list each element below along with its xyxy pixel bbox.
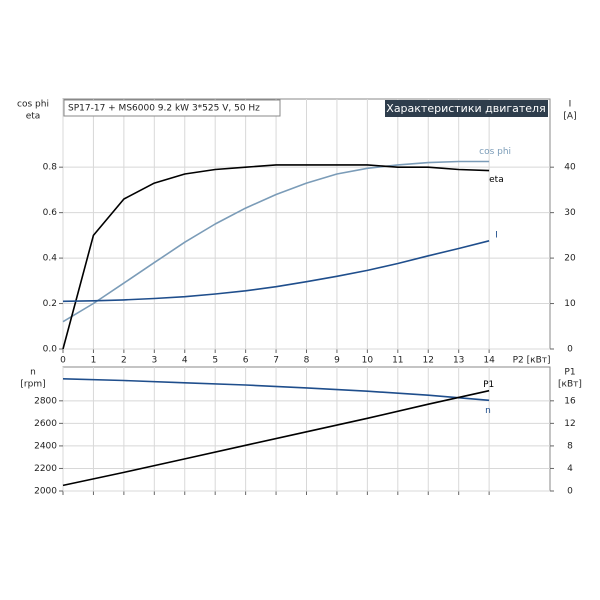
series-line (62, 240, 490, 303)
y-tick-label: 0.0 (43, 345, 58, 355)
x-tick-label: 5 (212, 356, 218, 366)
y2-axis-label: [кВт] (558, 380, 582, 390)
series-label: n (485, 406, 491, 416)
series-label: cos phi (479, 147, 511, 157)
y-axis-label: n (30, 368, 36, 378)
y2-tick-label: 10 (564, 299, 576, 309)
y-axis-label: [rpm] (20, 380, 45, 390)
y-tick-label: 2400 (34, 441, 57, 451)
y2-tick-label: 0 (567, 345, 573, 355)
x-tick-label: 6 (243, 356, 249, 366)
y2-tick-label: 0 (567, 487, 573, 497)
y2-axis-label: [A] (563, 112, 576, 122)
series-line (62, 378, 490, 402)
y2-tick-label: 4 (567, 464, 573, 474)
y-tick-label: 2000 (34, 487, 57, 497)
y-tick-label: 0.4 (43, 254, 58, 264)
y2-tick-label: 40 (564, 163, 576, 173)
y2-axis-label: I (569, 100, 572, 110)
x-axis-label: P2 [кВт] (513, 356, 551, 366)
x-tick-label: 0 (60, 356, 66, 366)
series-line (62, 160, 490, 323)
y2-axis-label: P1 (564, 368, 575, 378)
y-tick-label: 0.8 (43, 163, 58, 173)
y-tick-label: 0.2 (43, 299, 57, 309)
y2-tick-label: 20 (564, 254, 576, 264)
x-tick-label: 12 (423, 356, 434, 366)
x-tick-label: 8 (304, 356, 310, 366)
x-tick-label: 3 (151, 356, 157, 366)
x-tick-label: 7 (273, 356, 279, 366)
x-tick-label: 4 (182, 356, 188, 366)
y-tick-label: 2200 (34, 464, 57, 474)
y2-tick-label: 16 (564, 396, 576, 406)
y-tick-label: 2600 (34, 419, 57, 429)
info-box (63, 99, 281, 117)
series-label: eta (489, 175, 504, 185)
chart-title: Характеристики двигателя (386, 102, 545, 115)
info-text: SP17-17 + MS6000 9.2 kW 3*525 V, 50 Hz (68, 104, 260, 114)
title-box (385, 100, 548, 117)
y-tick-label: 0.6 (43, 208, 58, 218)
x-tick-label: 1 (91, 356, 97, 366)
x-tick-label: 10 (362, 356, 374, 366)
x-tick-label: 14 (483, 356, 495, 366)
x-tick-label: 11 (392, 356, 403, 366)
y2-tick-label: 8 (567, 441, 573, 451)
y2-tick-label: 30 (564, 208, 576, 218)
series-line (62, 389, 490, 487)
series-label: I (495, 230, 498, 240)
y2-tick-label: 12 (564, 419, 575, 429)
x-tick-label: 9 (334, 356, 340, 366)
x-tick-label: 2 (121, 356, 127, 366)
x-tick-label: 13 (453, 356, 464, 366)
y-axis-label: cos phi (17, 100, 49, 110)
series-line (62, 164, 490, 350)
series-label: P1 (483, 380, 494, 390)
y-axis-label: eta (26, 112, 41, 122)
y-tick-label: 2800 (34, 396, 57, 406)
